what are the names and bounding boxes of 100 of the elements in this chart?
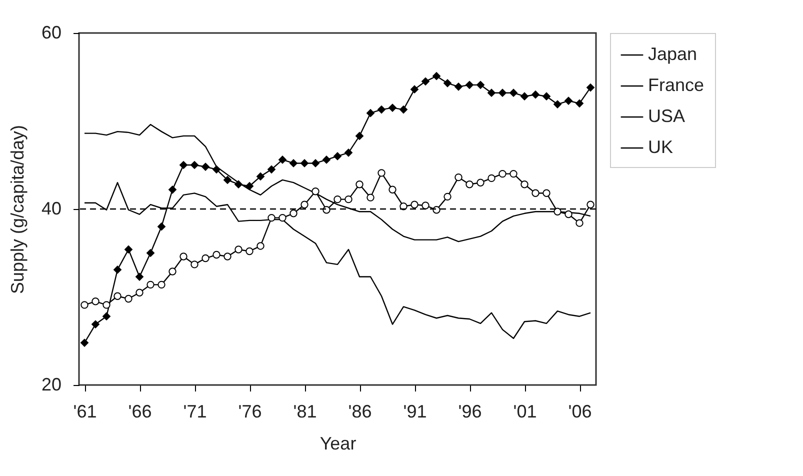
point	[91, 320, 100, 328]
point	[532, 189, 540, 198]
y-tick-label: 20	[41, 374, 62, 394]
point	[234, 246, 242, 254]
point	[421, 77, 430, 86]
point	[102, 312, 111, 321]
x-tick-label: '91	[403, 402, 427, 422]
point	[290, 210, 298, 218]
point	[454, 173, 462, 182]
point	[520, 180, 528, 188]
x-tick-label: '96	[458, 402, 482, 422]
point	[223, 176, 232, 184]
point	[410, 200, 418, 208]
point	[102, 301, 110, 309]
point	[542, 92, 551, 101]
point	[168, 185, 177, 194]
point	[487, 88, 496, 98]
point	[80, 338, 89, 347]
point	[256, 242, 264, 250]
point	[245, 182, 254, 190]
point	[388, 104, 397, 112]
point	[366, 194, 374, 202]
point	[564, 210, 572, 218]
y-tick-label: 60	[41, 22, 62, 42]
point	[344, 148, 353, 157]
point	[334, 195, 342, 204]
point	[168, 268, 176, 276]
point	[432, 72, 441, 80]
point	[476, 80, 485, 90]
point	[575, 99, 584, 108]
x-axis-title: Year	[320, 434, 356, 454]
point	[267, 165, 276, 174]
point	[366, 108, 375, 118]
point	[92, 298, 100, 306]
point	[454, 82, 463, 91]
point	[311, 159, 320, 168]
point	[278, 156, 287, 164]
point	[554, 208, 562, 216]
point	[180, 252, 188, 260]
point	[201, 162, 210, 171]
point	[246, 247, 254, 256]
point	[114, 292, 122, 300]
point	[586, 200, 594, 208]
point	[531, 90, 540, 99]
point	[268, 214, 276, 222]
y-tick-label: 40	[41, 198, 62, 218]
point	[399, 105, 408, 114]
point	[378, 169, 386, 177]
x-tick-label: '61	[73, 402, 97, 422]
point	[333, 152, 342, 160]
point	[300, 159, 309, 168]
point	[256, 172, 265, 181]
point	[476, 178, 484, 186]
point	[576, 219, 584, 227]
point	[410, 85, 419, 94]
point	[488, 174, 496, 182]
point	[179, 160, 188, 170]
point	[344, 195, 352, 204]
y-axis-title: Supply (g/capita/day)	[7, 124, 28, 294]
point	[356, 180, 364, 188]
point	[432, 206, 440, 214]
point	[135, 272, 144, 281]
point	[520, 92, 529, 101]
point	[322, 156, 331, 164]
point	[212, 250, 220, 259]
point	[190, 160, 199, 170]
point	[422, 202, 430, 210]
point	[158, 280, 166, 289]
point	[443, 78, 452, 88]
point	[190, 260, 198, 268]
x-tick-label: '66	[128, 402, 152, 422]
x-tick-label: '81	[293, 402, 317, 422]
point	[224, 252, 232, 260]
point	[564, 96, 573, 105]
legend-label: USA	[648, 106, 686, 126]
legend-label: France	[648, 75, 704, 95]
legend-label: Japan	[648, 44, 698, 64]
point	[355, 132, 364, 140]
point	[498, 88, 507, 98]
legend-label: UK	[648, 137, 674, 157]
point	[124, 294, 132, 303]
point	[146, 280, 154, 289]
x-tick-label: '71	[183, 402, 207, 422]
x-tick-label: '76	[238, 402, 262, 422]
point	[234, 180, 243, 189]
point	[498, 170, 506, 178]
point	[377, 105, 386, 114]
point	[80, 301, 88, 309]
point	[300, 200, 308, 208]
point	[113, 266, 122, 274]
point	[553, 100, 562, 108]
point	[322, 206, 330, 214]
point	[444, 192, 452, 201]
point	[510, 170, 518, 178]
point	[146, 248, 155, 258]
point	[289, 159, 298, 168]
point	[465, 80, 474, 90]
point	[542, 189, 550, 198]
point	[466, 180, 474, 188]
point	[312, 188, 320, 196]
